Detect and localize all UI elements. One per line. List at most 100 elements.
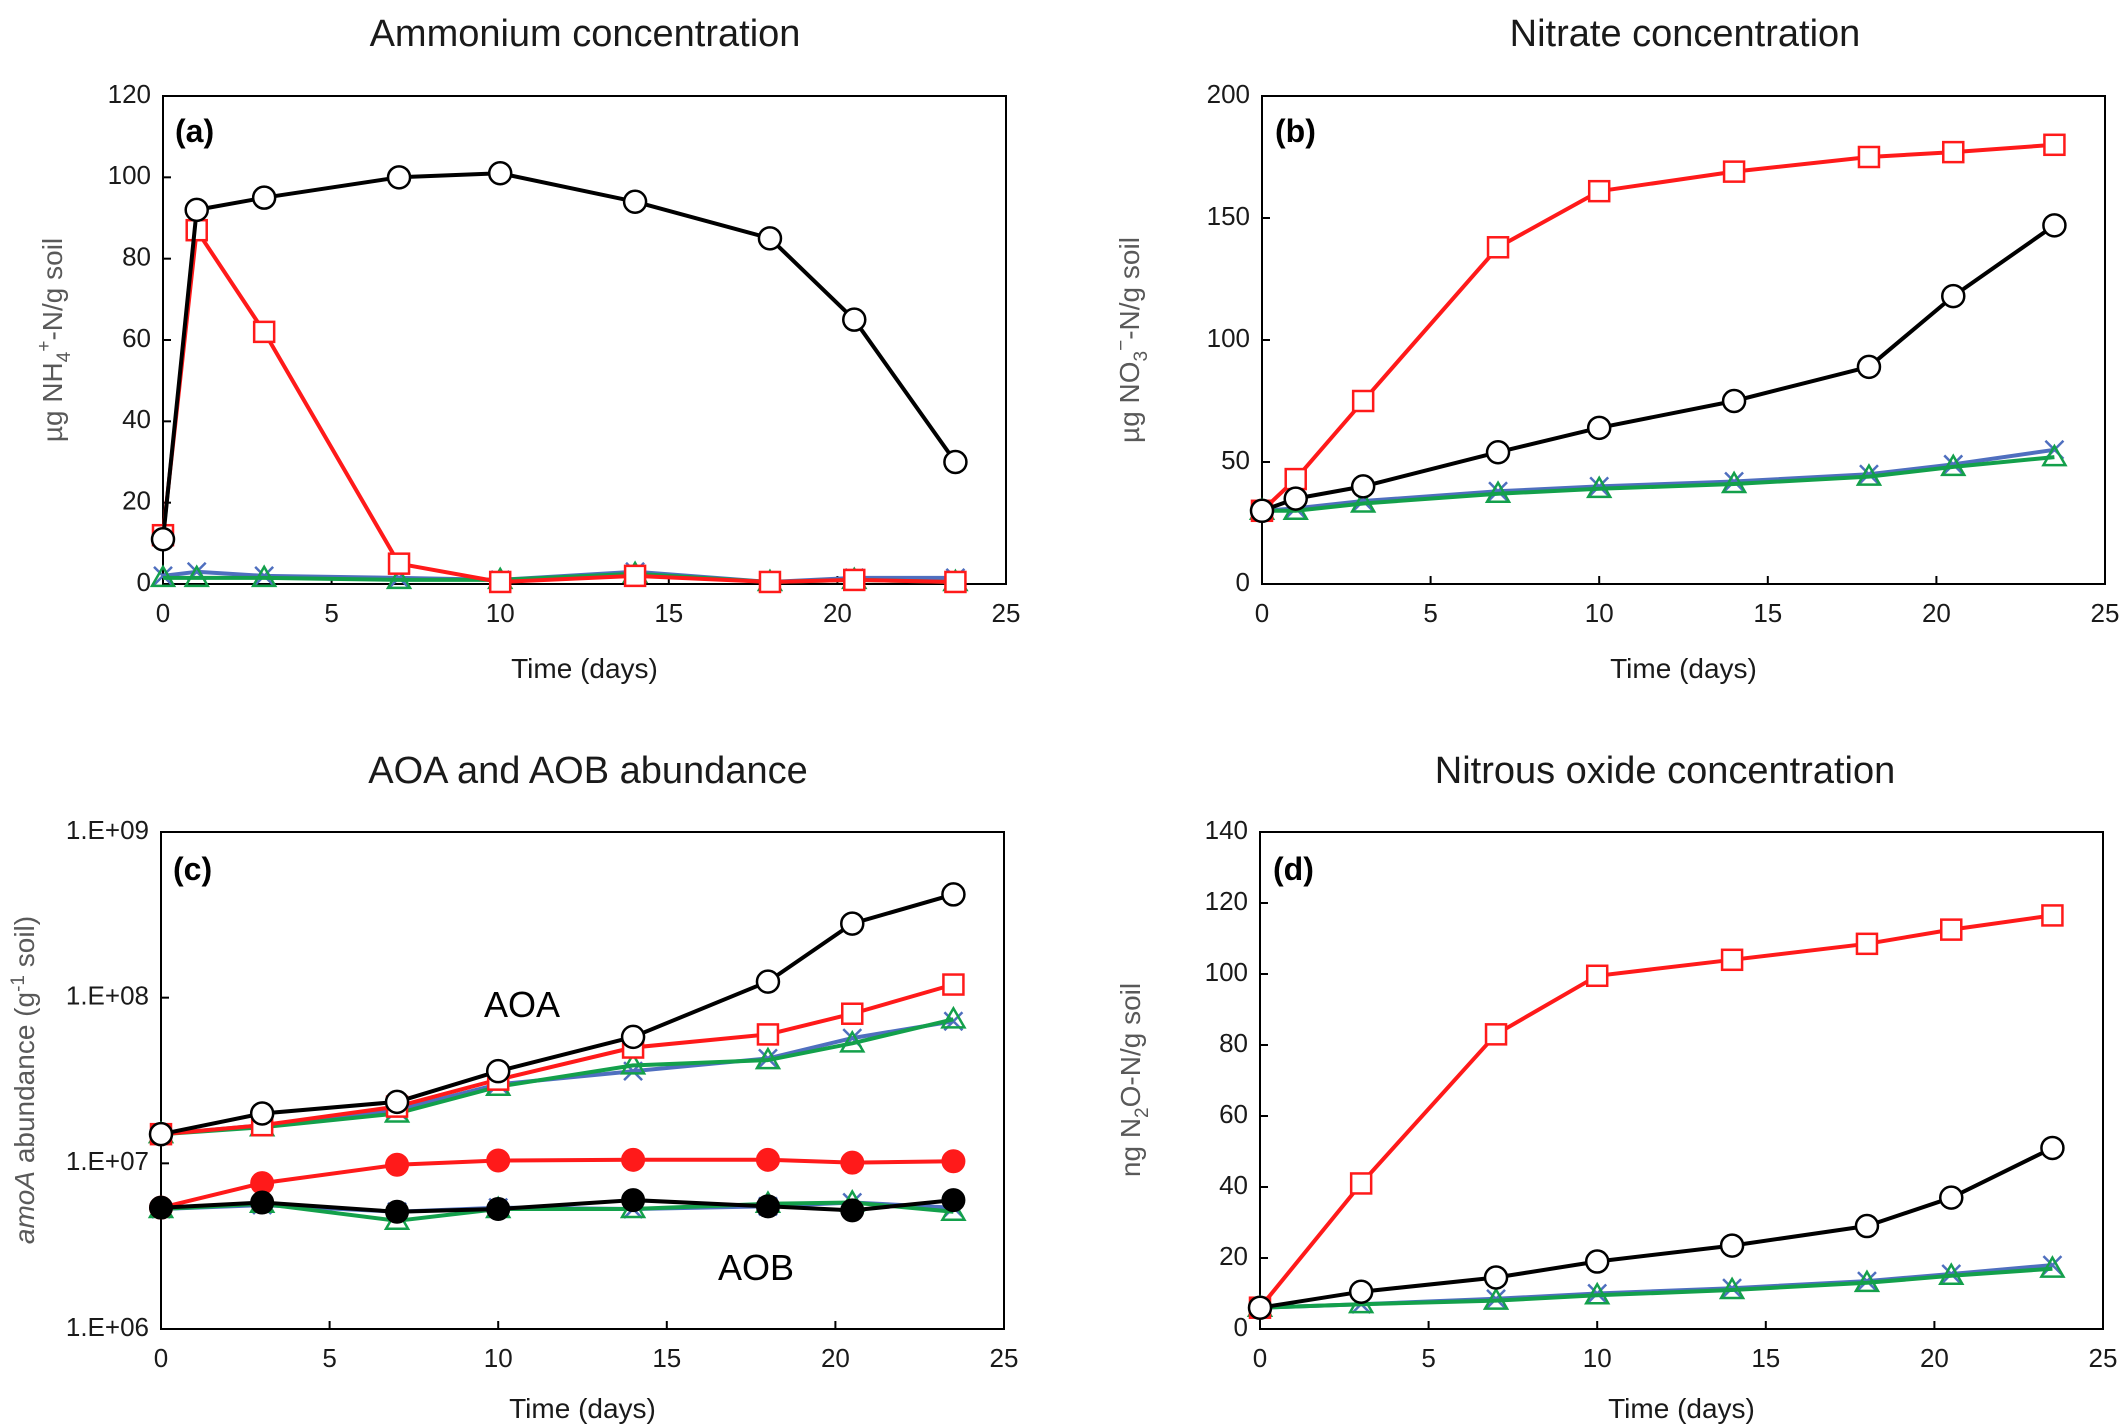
y-tick-label: 1.E+07 [66, 1146, 149, 1176]
y-axis-label: µg NH4+-N/g soil [34, 238, 75, 442]
data-point [2040, 1135, 2065, 1161]
data-point [1942, 140, 1965, 164]
series-line [151, 218, 967, 594]
y-tick-label: 150 [1207, 201, 1250, 231]
x-tick-label: 25 [990, 1343, 1019, 1373]
data-point [2043, 133, 2066, 157]
data-point [1351, 389, 1375, 413]
y-tick-label: 140 [1205, 815, 1248, 845]
x-tick-label: 5 [1423, 598, 1437, 628]
x-axis-label: Time (days) [509, 1393, 656, 1424]
data-point [1249, 498, 1275, 524]
panel-b: Nitrate concentration 0 5 10 15 20 25 0 50 100 150… [1111, 13, 2119, 684]
data-point [620, 1024, 646, 1050]
x-tick-label: 25 [2089, 1343, 2118, 1373]
y-tick-label: 80 [122, 242, 151, 272]
panel-letter: (b) [1275, 113, 1316, 149]
data-point [1724, 471, 1744, 492]
data-point [1586, 475, 1613, 499]
data-point [1859, 464, 1879, 485]
x-tick-label: 15 [654, 598, 683, 628]
data-point [1349, 489, 1377, 513]
series-path [160, 1200, 954, 1223]
series-path [160, 1157, 954, 1210]
data-point [254, 565, 275, 586]
data-point [755, 1194, 780, 1219]
data-point [840, 1198, 865, 1223]
data-point [1247, 1295, 1273, 1320]
data-point [941, 882, 966, 907]
y-tick-label: 0 [137, 567, 151, 597]
data-point [756, 1023, 780, 1046]
data-point [755, 969, 781, 994]
x-tick-label: 5 [324, 598, 338, 628]
data-point [2039, 1255, 2066, 1278]
data-point [1584, 1249, 1610, 1274]
data-point [1587, 179, 1611, 203]
y-axis-label: µg NO3−-N/g soil [1111, 237, 1152, 443]
series-line [1252, 439, 2065, 521]
data-point [1584, 1281, 1611, 1305]
data-point [386, 165, 412, 190]
x-tick-label: 10 [1585, 598, 1614, 628]
series-line [149, 1188, 966, 1224]
series-path [160, 1198, 954, 1214]
y-tick-label: 60 [1219, 1099, 1248, 1129]
data-point [1349, 1172, 1373, 1195]
data-point [1589, 476, 1610, 497]
data-point [619, 1051, 647, 1075]
series-line [1250, 1255, 2063, 1318]
data-point [488, 570, 512, 594]
data-point [1854, 1213, 1880, 1239]
data-point [842, 307, 867, 332]
y-axis-label: amoA abundance (g-1 soil) [8, 916, 40, 1244]
y-axis-label: ng N2O-N/g soil [1115, 983, 1153, 1177]
chart-title: AOA and AOB abundance [368, 750, 807, 792]
data-point [2041, 904, 2064, 927]
panel-letter: (c) [173, 851, 212, 887]
data-point [1855, 463, 1883, 486]
y-tick-label: 1.E+06 [66, 1312, 149, 1342]
panel-d: Nitrous oxide concentration 0 5 10 15 20 25 0 20… [1115, 750, 2117, 1424]
data-point [150, 527, 176, 552]
data-point [149, 1195, 173, 1220]
series-line [1249, 213, 2067, 524]
panel-letter: (d) [1273, 851, 1314, 887]
data-point [487, 161, 513, 186]
y-tick-label: 50 [1221, 445, 1250, 475]
plot-frame [1259, 831, 2104, 1330]
data-point [1586, 415, 1612, 441]
y-tick-label: 200 [1207, 79, 1250, 109]
data-point [385, 1152, 410, 1177]
data-point [184, 197, 209, 223]
x-tick-label: 10 [484, 1343, 513, 1373]
data-point [486, 1148, 511, 1173]
data-point [148, 1121, 174, 1147]
data-point [1585, 964, 1609, 988]
data-point [942, 973, 965, 996]
data-point [843, 568, 866, 592]
data-point [485, 1058, 511, 1084]
x-tick-label: 20 [821, 1343, 850, 1373]
data-point [1720, 948, 1744, 972]
data-point [1853, 1269, 1881, 1293]
data-point [1350, 474, 1376, 499]
x-tick-label: 15 [1751, 1343, 1780, 1373]
data-point [1482, 1287, 1510, 1310]
series-line [150, 161, 968, 552]
data-point [622, 189, 648, 214]
series-path [161, 228, 956, 584]
x-tick-label: 20 [823, 598, 852, 628]
y-tick-label: 20 [1219, 1241, 1248, 1271]
data-point [1856, 354, 1882, 380]
data-point [1485, 439, 1511, 465]
data-point [1718, 1276, 1746, 1300]
y-tick-label: 40 [122, 404, 151, 434]
x-tick-label: 20 [1920, 1343, 1949, 1373]
data-point [943, 449, 968, 475]
data-point [250, 1190, 275, 1215]
y-tick-label: 40 [1219, 1170, 1248, 1200]
chart-title: Ammonium concentration [370, 13, 801, 55]
x-axis-label: Time (days) [1608, 1393, 1755, 1424]
